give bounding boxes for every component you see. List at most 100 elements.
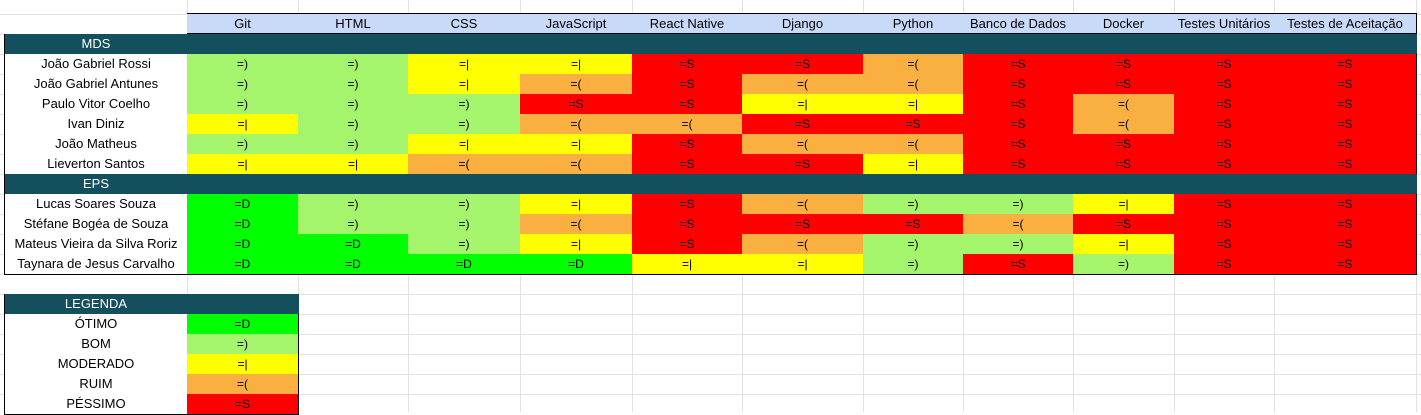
skill-rating-cell[interactable]: =D (298, 234, 409, 255)
section-header-cell[interactable] (632, 34, 743, 55)
skill-rating-cell[interactable]: =) (963, 234, 1074, 255)
skill-rating-cell[interactable]: =S (1174, 194, 1275, 215)
section-header-cell[interactable] (742, 34, 864, 55)
skill-rating-cell[interactable]: =| (187, 114, 299, 135)
skill-rating-cell[interactable]: =) (187, 54, 299, 75)
skill-rating-cell[interactable]: =) (863, 194, 964, 215)
skill-rating-cell[interactable]: =D (187, 234, 299, 255)
skill-rating-cell[interactable]: =S (1174, 154, 1275, 175)
legend-label[interactable]: RUIM (4, 374, 188, 395)
column-header[interactable]: Testes de Aceitação (1274, 13, 1417, 34)
skill-rating-cell[interactable]: =S (963, 254, 1074, 275)
section-header-cell[interactable] (1274, 34, 1417, 55)
column-header[interactable]: Git (187, 13, 299, 34)
skill-rating-cell[interactable]: =| (298, 154, 409, 175)
section-header-cell[interactable] (742, 174, 864, 195)
person-name[interactable]: Lucas Soares Souza (4, 194, 188, 215)
skill-rating-cell[interactable]: =S (963, 74, 1074, 95)
section-header-cell[interactable] (1274, 174, 1417, 195)
skill-rating-cell[interactable]: =( (742, 194, 864, 215)
skill-rating-cell[interactable]: =S (1174, 54, 1275, 75)
skill-rating-cell[interactable]: =D (187, 254, 299, 275)
legend-label[interactable]: MODERADO (4, 354, 188, 375)
skill-rating-cell[interactable]: =D (408, 254, 521, 275)
skill-rating-cell[interactable]: =( (742, 134, 864, 155)
skill-rating-cell[interactable]: =| (408, 74, 521, 95)
section-header[interactable]: EPS (4, 174, 188, 195)
skill-rating-cell[interactable]: =S (1073, 54, 1175, 75)
section-header-cell[interactable] (963, 34, 1074, 55)
skill-rating-cell[interactable]: =S (632, 134, 743, 155)
skill-rating-cell[interactable]: =( (632, 114, 743, 135)
skill-rating-cell[interactable]: =| (520, 134, 633, 155)
skill-rating-cell[interactable]: =S (1174, 254, 1275, 275)
skill-rating-cell[interactable]: =( (1073, 114, 1175, 135)
legend-swatch[interactable]: =| (187, 354, 299, 375)
skill-rating-cell[interactable]: =S (632, 214, 743, 235)
section-header-cell[interactable] (1073, 34, 1175, 55)
person-name[interactable]: João Gabriel Rossi (4, 54, 188, 75)
skill-rating-cell[interactable]: =S (742, 214, 864, 235)
skill-rating-cell[interactable]: =S (963, 114, 1074, 135)
skill-rating-cell[interactable]: =S (1174, 234, 1275, 255)
section-header-cell[interactable] (963, 174, 1074, 195)
skill-rating-cell[interactable]: =| (520, 54, 633, 75)
column-header[interactable]: Testes Unitários (1174, 13, 1275, 34)
skill-rating-cell[interactable]: =D (520, 254, 633, 275)
skill-rating-cell[interactable]: =( (408, 154, 521, 175)
skill-rating-cell[interactable]: =| (863, 154, 964, 175)
skill-rating-cell[interactable]: =S (1274, 214, 1417, 235)
skill-rating-cell[interactable]: =| (520, 194, 633, 215)
skill-rating-cell[interactable]: =S (1274, 74, 1417, 95)
skill-rating-cell[interactable]: =( (520, 74, 633, 95)
column-header[interactable]: Banco de Dados (963, 13, 1074, 34)
skill-rating-cell[interactable]: =D (187, 194, 299, 215)
person-name[interactable]: Lieverton Santos (4, 154, 188, 175)
section-header-cell[interactable] (1174, 174, 1275, 195)
section-header-cell[interactable] (408, 174, 521, 195)
section-header[interactable]: MDS (4, 34, 188, 55)
legend-swatch[interactable]: =) (187, 334, 299, 355)
skill-rating-cell[interactable]: =( (963, 214, 1074, 235)
legend-title-cell[interactable] (187, 294, 299, 315)
section-header-cell[interactable] (863, 174, 964, 195)
skill-rating-cell[interactable]: =D (298, 254, 409, 275)
skill-rating-cell[interactable]: =( (1073, 94, 1175, 115)
section-header-cell[interactable] (187, 34, 299, 55)
skill-rating-cell[interactable]: =S (1174, 134, 1275, 155)
skill-rating-cell[interactable]: =S (632, 74, 743, 95)
skill-rating-cell[interactable]: =( (742, 234, 864, 255)
skill-rating-cell[interactable]: =S (520, 94, 633, 115)
skill-rating-cell[interactable]: =S (963, 154, 1074, 175)
skill-rating-cell[interactable]: =S (632, 154, 743, 175)
column-header[interactable]: Docker (1073, 13, 1175, 34)
skill-rating-cell[interactable]: =S (632, 54, 743, 75)
skill-rating-cell[interactable]: =( (520, 214, 633, 235)
skill-rating-cell[interactable]: =( (520, 154, 633, 175)
person-name[interactable]: Stéfane Bogéa de Souza (4, 214, 188, 235)
skill-rating-cell[interactable]: =S (632, 194, 743, 215)
skill-rating-cell[interactable]: =S (863, 114, 964, 135)
skill-rating-cell[interactable]: =S (1274, 194, 1417, 215)
skill-rating-cell[interactable]: =S (1274, 134, 1417, 155)
skill-rating-cell[interactable]: =) (963, 194, 1074, 215)
legend-label[interactable]: ÓTIMO (4, 314, 188, 335)
legend-swatch[interactable]: =( (187, 374, 299, 395)
legend-title[interactable]: LEGENDA (4, 294, 188, 315)
skill-rating-cell[interactable]: =| (742, 254, 864, 275)
skill-rating-cell[interactable]: =) (298, 54, 409, 75)
skill-rating-cell[interactable]: =) (408, 94, 521, 115)
skill-rating-cell[interactable]: =) (298, 94, 409, 115)
skill-rating-cell[interactable]: =) (187, 134, 299, 155)
skill-rating-cell[interactable]: =( (863, 54, 964, 75)
skill-rating-cell[interactable]: =| (1073, 194, 1175, 215)
skill-rating-cell[interactable]: =S (1073, 154, 1175, 175)
skill-rating-cell[interactable]: =| (187, 154, 299, 175)
skill-rating-cell[interactable]: =S (1274, 254, 1417, 275)
column-header[interactable]: Python (863, 13, 964, 34)
person-name[interactable]: Ivan Diniz (4, 114, 188, 135)
skill-rating-cell[interactable]: =) (187, 94, 299, 115)
person-name[interactable]: João Matheus (4, 134, 188, 155)
skill-rating-cell[interactable]: =S (1274, 234, 1417, 255)
person-name[interactable]: Mateus Vieira da Silva Roriz (4, 234, 188, 255)
